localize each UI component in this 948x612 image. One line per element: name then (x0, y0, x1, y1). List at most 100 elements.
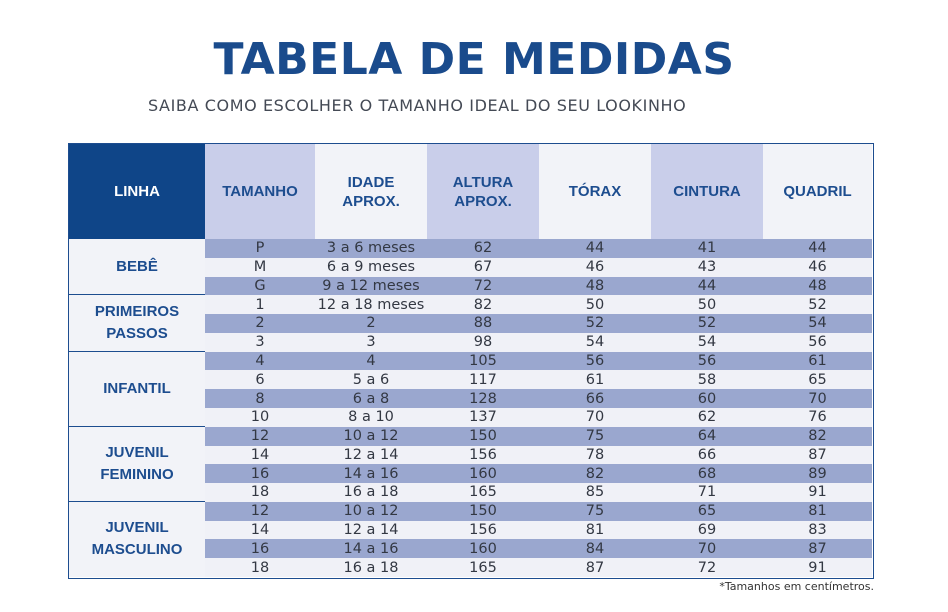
table-cell: 60 (697, 390, 717, 407)
table-cell: 150 (469, 428, 497, 445)
table-cell: 85 (585, 484, 605, 501)
header-torax: TÓRAX (539, 144, 651, 239)
table-cell: 58 (697, 371, 717, 388)
table-cell: M (253, 259, 267, 276)
table-cell: 65 (808, 371, 827, 388)
table-cell: 52 (585, 315, 605, 332)
header-cintura: CINTURA (651, 144, 763, 239)
table-cell: 87 (808, 446, 827, 463)
table-row: 8 6 a 8 128 66 60 70 (205, 389, 872, 408)
table-row: 6 5 a 6 117 61 58 65 (205, 370, 872, 390)
table-cell: 12 (250, 428, 270, 445)
table-cell: 82 (808, 428, 827, 445)
table-cell: 70 (585, 409, 605, 426)
table-cell: 10 a 12 (343, 428, 399, 445)
table-row: 16 14 a 16 160 84 70 87 (205, 539, 872, 559)
group-primeiros-passos: PRIMEIROS PASSOS (69, 295, 205, 352)
table-cell: P (255, 240, 265, 257)
group-infantil-line1: INFANTIL (103, 379, 171, 397)
group-primeiros-passos-line1: PRIMEIROS (94, 302, 180, 320)
table-cell: 56 (585, 353, 605, 370)
table-row: 16 14 a 16 160 82 68 89 (205, 464, 872, 484)
table-cell: 18 (250, 559, 270, 576)
table-cell: 44 (697, 277, 717, 294)
group-juvenil-masculino: JUVENIL MASCULINO (69, 501, 205, 577)
table-cell: 67 (473, 259, 493, 276)
table-cell: 4 (366, 353, 376, 370)
table-cell: 12 (250, 503, 270, 520)
header-altura-line2: APROX. (454, 192, 512, 210)
table-cell: 78 (585, 446, 605, 463)
table-cell: 91 (808, 484, 827, 501)
table-cell: 69 (697, 522, 717, 539)
table-cell: 160 (469, 465, 497, 482)
table-cell: 3 (255, 334, 265, 351)
table-cell: 64 (697, 428, 717, 445)
table-cell: 52 (697, 315, 717, 332)
table-cell: 14 a 16 (343, 465, 399, 482)
table-cell: 89 (808, 465, 827, 482)
table-cell: 9 a 12 meses (322, 277, 420, 294)
table-cell: 54 (585, 334, 605, 351)
table-cell: 46 (808, 259, 827, 276)
table-cell: 117 (469, 371, 497, 388)
table-cell: 75 (585, 503, 605, 520)
table-row: 10 8 a 10 137 70 62 76 (205, 408, 872, 427)
table-row: 12 10 a 12 150 75 64 82 (205, 426, 872, 446)
table-cell: 72 (697, 559, 717, 576)
page-subtitle: SAIBA COMO ESCOLHER O TAMANHO IDEAL DO S… (148, 96, 687, 115)
header-linha-label: LINHA (114, 183, 160, 200)
table-cell: 128 (469, 390, 497, 407)
table-row: P 3 a 6 meses 62 44 41 44 (205, 239, 872, 258)
table-cell: 6 a 8 (352, 390, 390, 407)
table-cell: 56 (808, 334, 827, 351)
table-cell: 12 a 14 (343, 446, 399, 463)
table-cell: 14 (250, 522, 270, 539)
table-cell: 137 (469, 409, 497, 426)
table-row: 14 12 a 14 156 81 69 83 (205, 520, 872, 540)
table-cell: 81 (585, 522, 605, 539)
header-idade-line2: APROX. (342, 192, 400, 210)
header-altura-line1: ALTURA (452, 173, 514, 191)
table-cell: 43 (697, 259, 717, 276)
table-row: 4 4 105 56 56 61 (205, 351, 872, 371)
table-cell: 44 (808, 240, 827, 257)
table-cell: 8 a 10 (348, 409, 394, 426)
table-row: 1 12 a 18 meses 82 50 50 52 (205, 295, 872, 315)
table-cell: 16 (250, 465, 270, 482)
footnote: *Tamanhos em centímetros. (719, 580, 874, 593)
table-cell: 91 (808, 559, 827, 576)
table-cell: 46 (585, 259, 605, 276)
table-cell: 88 (473, 315, 493, 332)
table-cell: 6 (255, 371, 265, 388)
table-cell: 8 (255, 390, 265, 407)
table-cell: 5 a 6 (352, 371, 390, 388)
table-row: G 9 a 12 meses 72 48 44 48 (205, 276, 872, 296)
table-row: 18 16 a 18 165 87 72 91 (205, 558, 872, 577)
header-torax-label: TÓRAX (568, 183, 622, 200)
table-cell: 3 (366, 334, 376, 351)
table-cell: 54 (697, 334, 717, 351)
table-cell: 61 (585, 371, 605, 388)
header-altura: ALTURA APROX. (427, 144, 539, 239)
table-cell: 72 (473, 277, 493, 294)
group-juvenil-masculino-line2: MASCULINO (91, 541, 183, 559)
table-cell: 50 (585, 296, 605, 313)
table-cell: 3 a 6 meses (326, 240, 416, 257)
header-linha: LINHA (69, 144, 205, 239)
header-tamanho: TAMANHO (205, 144, 315, 239)
table-cell: 16 (250, 540, 270, 557)
table-cell: 87 (808, 540, 827, 557)
table-cell: 50 (697, 296, 717, 313)
table-cell: 6 a 9 meses (326, 259, 416, 276)
group-juvenil-feminino: JUVENIL FEMININO (69, 426, 205, 502)
table-cell: 98 (473, 334, 493, 351)
table-cell: 10 a 12 (343, 503, 399, 520)
table-cell: 54 (808, 315, 827, 332)
header-tamanho-label: TAMANHO (222, 183, 298, 200)
table-row: 2 2 88 52 52 54 (205, 314, 872, 333)
table-cell: 4 (255, 353, 265, 370)
table-cell: 150 (469, 503, 497, 520)
table-cell: 66 (585, 390, 605, 407)
